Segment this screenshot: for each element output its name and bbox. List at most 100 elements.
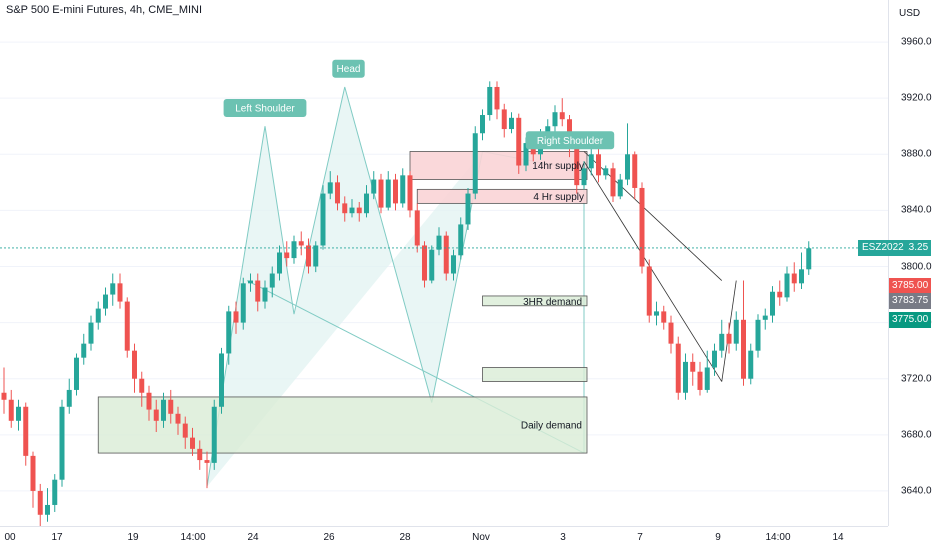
x-tick-label: 17 <box>51 532 63 543</box>
candle-body <box>770 291 775 316</box>
zone-label-3hr-demand: 3HR demand <box>523 297 582 308</box>
x-tick-label: 28 <box>399 532 411 543</box>
candle-body <box>8 399 14 421</box>
candle-body <box>559 112 565 120</box>
candle-body <box>574 147 580 186</box>
candle-body <box>675 343 681 393</box>
candle-body <box>784 273 790 298</box>
head-label-bg <box>332 59 365 78</box>
x-tick-label: 14 <box>832 532 844 543</box>
candle-body <box>88 322 94 344</box>
price-axis[interactable]: USD 3640.003680.003720.003760.003800.003… <box>888 0 932 526</box>
candle-body <box>233 311 239 323</box>
candle-body <box>704 367 710 390</box>
candle-body <box>371 179 377 194</box>
y-tick-label: 3800.00 <box>901 261 932 272</box>
candle-body <box>95 308 101 323</box>
zone-3hr-demand <box>482 295 588 307</box>
candle-body <box>806 248 812 270</box>
left-shoulder-label-bg <box>223 99 307 118</box>
candle-body <box>501 109 507 130</box>
chart-plot[interactable]: Left Shoulder Head Right Shoulder 14hr supp… <box>0 0 888 526</box>
candle-body <box>1 392 7 400</box>
candle-body <box>327 182 333 194</box>
candle-body <box>298 241 304 246</box>
left-shoulder-label-text: Left Shoulder <box>235 104 295 115</box>
candle-body <box>255 280 261 302</box>
x-tick-label: 9 <box>715 532 721 543</box>
zone-label-daily-demand: Daily demand <box>521 421 582 432</box>
right-shoulder-label-bg <box>525 131 615 150</box>
zone-unlabeled <box>482 367 588 382</box>
candle-body <box>414 210 420 246</box>
y-tick-label: 3840.00 <box>901 204 932 216</box>
candle-body <box>16 406 21 421</box>
candle-body <box>596 154 601 176</box>
price-label-gray: 3783.75 <box>889 293 932 310</box>
candle-body <box>313 245 319 267</box>
candle-body <box>385 179 391 208</box>
candle-body <box>719 333 725 351</box>
candle-body <box>277 252 282 274</box>
x-tick-label: 19 <box>127 532 139 543</box>
zone-label-14hr-supply: 14hr supply <box>532 161 584 172</box>
x-tick-label: Nov <box>472 532 490 543</box>
candle-body <box>349 207 355 214</box>
candle-body <box>146 392 152 410</box>
candle-body <box>603 168 609 176</box>
y-tick-label: 3640.00 <box>901 485 932 497</box>
candle-body <box>472 133 478 194</box>
candle-body <box>335 182 340 204</box>
candle-body <box>639 187 645 267</box>
candle-body <box>124 301 130 351</box>
candle-body <box>306 245 311 267</box>
zone-label-4hr-supply: 4 Hr supply <box>533 192 584 203</box>
candle-body <box>422 245 427 281</box>
candle-body <box>741 319 746 379</box>
candle-body <box>400 175 406 204</box>
candle-body <box>139 378 145 393</box>
candle-body <box>646 266 652 316</box>
y-tick-label: 3960.00 <box>901 36 932 48</box>
right-shoulder-label-text: Right Shoulder <box>537 136 604 147</box>
x-tick-label: 7 <box>637 532 643 543</box>
hs-pattern-fill <box>207 86 483 487</box>
candle-body <box>103 294 108 309</box>
candle-body <box>226 311 232 354</box>
x-tick-label: 14:00 <box>180 532 206 543</box>
channel-line-lower <box>583 161 723 382</box>
candle-body <box>480 115 485 134</box>
candle-body <box>37 490 43 515</box>
candle-body <box>342 203 348 214</box>
candle-body <box>726 333 732 344</box>
candle-body <box>393 179 398 204</box>
time-axis[interactable]: 00 17 19 14:00 24 26 28 Nov 3 7 9 14:00 14 <box>0 526 888 551</box>
candle-body <box>45 504 50 515</box>
candle-body <box>364 193 369 214</box>
candle-body <box>132 350 137 379</box>
candle-body <box>777 291 783 298</box>
candle-body <box>30 455 36 491</box>
candle-body <box>262 287 268 302</box>
candle-body <box>494 86 500 110</box>
candle-body <box>458 224 464 256</box>
candle-body <box>581 168 587 186</box>
candle-body <box>436 235 442 250</box>
zone-daily-demand <box>97 396 588 454</box>
candle-body <box>284 252 290 259</box>
candle-body <box>588 154 594 169</box>
candle-body <box>509 117 514 130</box>
candle-body <box>632 154 638 188</box>
left-shoulder-label: Left Shoulder <box>223 99 307 118</box>
head-label-text: Head <box>337 64 361 75</box>
candle-body <box>487 86 493 116</box>
candle-body <box>204 460 210 463</box>
candle-body <box>74 357 79 390</box>
candle-body <box>356 207 362 214</box>
candle-body <box>117 283 123 302</box>
x-tick-label: 3 <box>560 532 566 543</box>
candle-body <box>197 448 203 461</box>
candle-body <box>661 311 667 323</box>
right-shoulder-label: Right Shoulder <box>525 131 615 150</box>
candle-body <box>182 423 188 438</box>
